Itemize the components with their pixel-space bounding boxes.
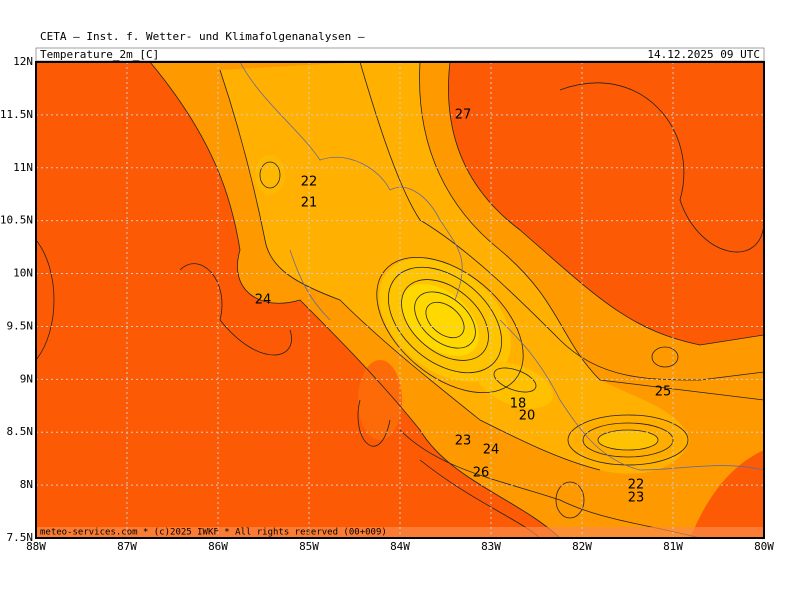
y-tick-label: 10.5N bbox=[0, 214, 33, 227]
x-tick-label: 85W bbox=[299, 540, 319, 553]
contour-label: 24 bbox=[255, 293, 272, 308]
x-tick-label: 80W bbox=[754, 540, 774, 553]
y-tick-label: 12N bbox=[13, 55, 33, 68]
contour-label: 23 bbox=[628, 491, 645, 506]
y-tick-label: 7.5N bbox=[7, 531, 34, 544]
y-tick-label: 10N bbox=[13, 267, 33, 280]
contour-label: 24 bbox=[483, 443, 500, 458]
contour-label: 22 bbox=[301, 175, 318, 190]
map-frame bbox=[35, 61, 765, 539]
temperature-field: meteo-services.com * (c)2025 IWKF * All … bbox=[36, 62, 764, 538]
y-tick-label: 11.5N bbox=[0, 108, 33, 121]
contour-label: 22 bbox=[628, 478, 645, 493]
x-tick-label: 81W bbox=[663, 540, 683, 553]
y-tick-label: 11N bbox=[13, 161, 33, 174]
grid bbox=[36, 62, 764, 538]
footer-text: meteo-services.com * (c)2025 IWKF * All … bbox=[40, 528, 387, 538]
y-tick-label: 8N bbox=[20, 478, 33, 491]
contour-label: 21 bbox=[301, 196, 318, 211]
datetime-label: 14.12.2025 09 UTC bbox=[647, 48, 760, 61]
x-tick-label: 84W bbox=[390, 540, 410, 553]
x-tick-label: 86W bbox=[208, 540, 228, 553]
x-tick-label: 88W bbox=[26, 540, 46, 553]
contour-label: 25 bbox=[655, 385, 672, 400]
y-tick-label: 9N bbox=[20, 372, 33, 385]
y-tick-label: 8.5N bbox=[7, 425, 34, 438]
contour-label: 20 bbox=[519, 409, 536, 424]
contour-label: 23 bbox=[455, 434, 472, 449]
borders bbox=[239, 62, 764, 471]
x-tick-label: 82W bbox=[572, 540, 592, 553]
y-tick-label: 9.5N bbox=[7, 319, 34, 332]
contour-label: 26 bbox=[473, 466, 490, 481]
page-title: CETA — Inst. f. Wetter- und Klimafolgena… bbox=[40, 30, 365, 43]
contour-lines bbox=[36, 62, 764, 538]
x-tick-label: 83W bbox=[481, 540, 501, 553]
variable-label: Temperature_2m_[C] bbox=[40, 48, 159, 61]
contour-label: 27 bbox=[455, 108, 472, 123]
x-tick-label: 87W bbox=[117, 540, 137, 553]
contour-label: 18 bbox=[510, 397, 527, 412]
